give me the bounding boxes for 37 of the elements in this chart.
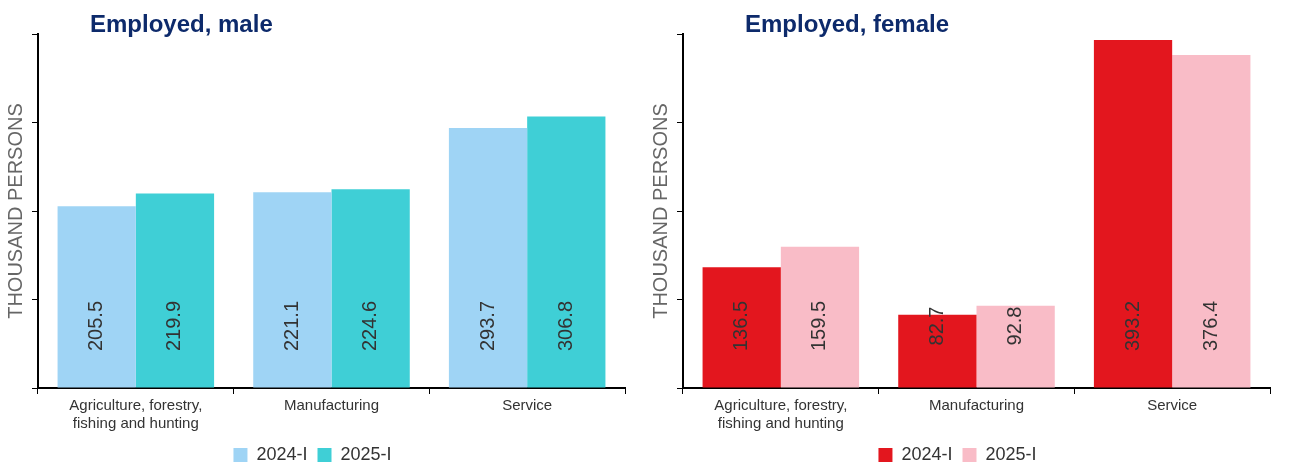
bar	[1172, 54, 1251, 388]
bar	[702, 267, 781, 388]
bar	[57, 206, 136, 388]
x-tick-label: Agriculture, forestry, fishing and hunting	[69, 396, 203, 432]
data-label: 205.5	[84, 300, 107, 352]
x-tick-label: Agriculture, forestry, fishing and hunting	[714, 396, 848, 432]
data-label: 92.8	[1003, 306, 1026, 346]
data-label: 224.6	[358, 300, 381, 352]
data-label: 219.9	[162, 300, 185, 352]
legend-label: 2025-I	[985, 443, 1037, 464]
bar	[527, 116, 606, 388]
data-label: 306.8	[553, 300, 576, 352]
data-label: 159.5	[807, 300, 830, 352]
legend-label: 2024-I	[256, 443, 308, 464]
bar	[780, 246, 860, 388]
data-label: 393.2	[1120, 300, 1143, 352]
legend-label: 2025-I	[340, 443, 392, 464]
data-label: 221.1	[279, 300, 302, 352]
x-tick-label: Service	[502, 396, 553, 414]
data-label: 376.4	[1198, 300, 1221, 352]
data-label: 293.7	[475, 300, 498, 352]
bar	[976, 305, 1055, 388]
bar	[1093, 40, 1173, 388]
chart-title: Employed, female	[745, 10, 950, 38]
bar	[331, 189, 410, 388]
x-tick-label: Manufacturing	[283, 396, 380, 414]
x-tick-label: Service	[1147, 396, 1198, 414]
x-tick-label: Manufacturing	[928, 396, 1025, 414]
data-label: 82.7	[924, 306, 947, 346]
y-axis-title: THOUSAND PERSONS	[648, 103, 671, 319]
bar	[135, 193, 215, 388]
y-axis-title: THOUSAND PERSONS	[3, 103, 26, 319]
legend-label: 2024-I	[901, 443, 953, 464]
chart-title: Employed, male	[90, 10, 273, 38]
bar	[448, 128, 528, 388]
bar	[253, 192, 332, 388]
data-label: 136.5	[729, 300, 752, 352]
